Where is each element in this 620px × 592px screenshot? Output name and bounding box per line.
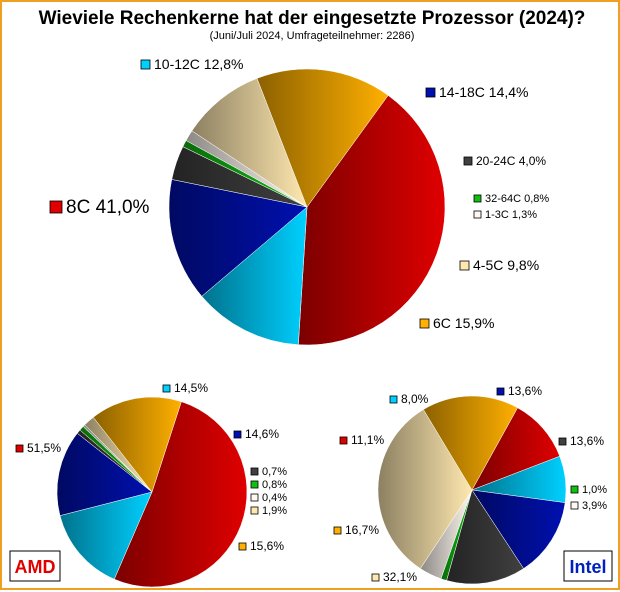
slice-label-amd-8c: 51,5% [27, 441, 61, 455]
intel-badge-label: Intel [569, 557, 606, 577]
amd-badge-box [9, 550, 61, 582]
chart-title: Wieviele Rechenkerne hat der eingesetzte… [39, 8, 586, 29]
legend-swatch-main-8c [49, 200, 63, 214]
slice-amd-14-18c [56, 432, 153, 516]
slice-label-main-14-18c: 14-18C 14,4% [439, 84, 529, 100]
slice-intel-14-18c [471, 489, 566, 569]
amd-badge: AMD [9, 550, 61, 582]
legend-swatch-amd-10-12c [162, 384, 171, 393]
legend-swatch-intel-14-18c [496, 387, 505, 396]
slice-main-8c [298, 95, 446, 346]
legend-swatch-amd-8c [15, 444, 24, 453]
intel-badge: Intel [563, 550, 613, 582]
chart-subtitle: (Juni/Juli 2024, Umfrageteilnehmer: 2286… [210, 30, 415, 42]
slice-label-intel-1-3c: 3,9% [582, 500, 607, 512]
slice-intel-20-24c [446, 489, 524, 585]
legend-swatch-intel-6c [333, 526, 342, 535]
legend-swatch-main-20-24c [463, 156, 473, 166]
legend-swatch-main-1-3c [473, 210, 482, 219]
legend-swatch-intel-32-64c [570, 485, 579, 494]
amd-badge-label: AMD [15, 557, 56, 577]
slice-label-amd-10-12c: 14,5% [174, 381, 208, 395]
legend-swatch-amd-20-24c [250, 467, 259, 476]
slice-label-amd-32-64c: 0,8% [262, 479, 287, 491]
legend-swatch-amd-6c [238, 542, 247, 551]
slice-main-14-18c [168, 179, 308, 297]
slice-intel-6c [423, 395, 518, 491]
slice-amd-10-12c [59, 491, 153, 580]
slice-amd-6c [92, 396, 182, 493]
legend-swatch-amd-4-5c [250, 506, 259, 515]
legend-swatch-main-14-18c [425, 87, 436, 98]
intel-badge-box [563, 550, 613, 582]
slice-label-main-10-12c: 10-12C 12,8% [154, 56, 244, 72]
slice-main-10-12c [201, 206, 308, 345]
slice-label-intel-14-18c: 13,6% [508, 384, 542, 398]
slice-label-amd-4-5c: 1,9% [262, 505, 287, 517]
slice-label-amd-6c: 15,6% [250, 539, 284, 553]
slice-amd-8c [113, 401, 248, 588]
slice-label-intel-32-64c: 1,0% [582, 484, 607, 496]
slice-intel-4-5c [377, 409, 473, 569]
slice-label-amd-20-24c: 0,7% [262, 466, 287, 478]
slice-main-6c [256, 68, 389, 208]
slice-label-intel-6c: 16,7% [345, 523, 379, 537]
slice-label-main-20-24c: 20-24C 4,0% [476, 154, 546, 168]
legend-swatch-amd-1-3c [250, 493, 259, 502]
slice-label-intel-8c: 11,1% [351, 433, 384, 447]
slice-main-4-5c [191, 78, 308, 208]
slice-label-main-32-64c: 32-64C 0,8% [485, 193, 549, 205]
legend-swatch-intel-4-5c [371, 573, 380, 582]
legend-swatch-amd-14-18c [233, 430, 242, 439]
slice-label-intel-4-5c: 32,1% [383, 570, 417, 584]
slice-label-main-6c: 6C 15,9% [433, 315, 494, 331]
legend-swatch-intel-20-24c [558, 437, 567, 446]
legend-swatch-main-32-64c [473, 194, 482, 203]
slice-label-intel-20-24c: 13,6% [570, 434, 604, 448]
slice-label-intel-10-12c: 8,0% [401, 392, 429, 406]
slice-label-main-1-3c: 1-3C 1,3% [485, 209, 537, 221]
legend-swatch-main-6c [419, 318, 430, 329]
pie-overall: 8C 41,0% 10-12C 12,8% 14-18C 14,4% 20-24C 4… [49, 56, 549, 346]
pie-amd: 51,5% 14,5% 14,6% 0,7%0,8%0,4%1,9% 15,6% [15, 381, 287, 588]
legend-swatch-intel-8c [339, 436, 348, 445]
pie-intel: 11,1% 8,0% 13,6% 13,6% 1,0% 3,9% 32,1% 16,7% [333, 384, 607, 585]
legend-swatch-intel-1-3c [570, 501, 579, 510]
legend-swatch-intel-10-12c [389, 395, 398, 404]
legend-swatch-main-10-12c [140, 59, 151, 70]
slice-intel-8c [471, 407, 561, 491]
slice-label-main-4-5c: 4-5C 9,8% [473, 257, 539, 273]
legend-swatch-amd-32-64c [250, 480, 259, 489]
slice-label-amd-1-3c: 0,4% [262, 492, 287, 504]
slice-label-amd-14-18c: 14,6% [245, 427, 279, 441]
legend-swatch-main-4-5c [459, 260, 470, 271]
slice-label-main-8c: 8C 41,0% [66, 197, 150, 218]
